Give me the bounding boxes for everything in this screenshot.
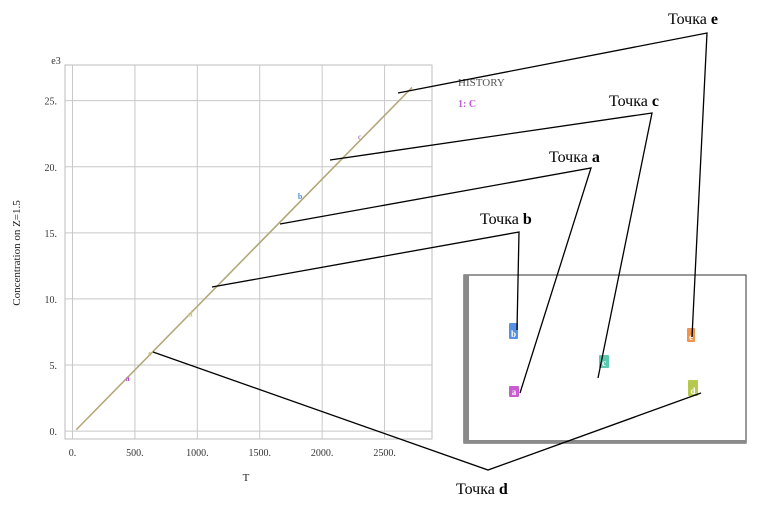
y-tick-label: 15.	[45, 229, 58, 240]
callout-lines	[152, 32, 708, 471]
callout-line-a	[279, 167, 592, 394]
data-point-marker: b	[298, 192, 303, 201]
x-tick-label: 1500.	[248, 448, 271, 459]
y-multiplier-label: e3	[51, 56, 60, 67]
x-tick-label: 2500.	[373, 448, 396, 459]
inset-glyph-mark	[509, 386, 519, 397]
legend-item: 1: C	[458, 99, 476, 110]
callout-label-d: Точка d	[456, 481, 508, 498]
inset-glyph-mark	[509, 323, 518, 339]
legend-title: HISTORY	[458, 77, 505, 89]
callout-label-b: Точка b	[480, 211, 532, 228]
x-tick-label: 500.	[126, 448, 144, 459]
series-line	[75, 86, 413, 431]
y-tick-label: 20.	[45, 163, 58, 174]
callout-label-e: Точка e	[668, 11, 718, 28]
x-tick-label: 2000.	[311, 448, 334, 459]
x-axis-title: T	[243, 472, 250, 484]
tick-layer: 0. 500. 1000. 1500. 2000. 2500. 0. 5. 10. 15. 20. 2…	[45, 97, 396, 459]
x-tick-label: 0.	[69, 448, 77, 459]
marker-layer: a c d b c	[126, 132, 362, 383]
callout-line-b	[211, 231, 520, 331]
callout-label-c: Точка c	[609, 93, 659, 110]
inset-panel-left-edge	[464, 275, 469, 443]
x-tick-label: 1000.	[186, 448, 209, 459]
y-tick-label: 0.	[50, 427, 58, 438]
y-tick-label: 25.	[45, 97, 58, 108]
callout-line-e	[397, 32, 708, 338]
series-layer	[75, 86, 413, 431]
y-axis-title: Concentration on Z=1.5	[11, 200, 23, 306]
data-point-marker: a	[126, 374, 130, 383]
plot-area	[64, 64, 433, 440]
inset-glyph-letter: a	[512, 387, 517, 397]
inset-glyphs: b a c e d	[509, 323, 698, 397]
inset-glyph-mark	[688, 380, 698, 396]
inset-glyph-letter: b	[511, 329, 516, 339]
callout-line-d	[152, 351, 702, 471]
inset-panel-bottom-edge	[464, 440, 746, 443]
data-point-marker: d	[188, 309, 193, 318]
callout-label-a: Точка a	[549, 149, 600, 166]
y-tick-label: 10.	[45, 295, 58, 306]
y-tick-label: 5.	[50, 361, 58, 372]
inset-glyph-letter: c	[602, 358, 606, 368]
grid-layer	[65, 65, 432, 439]
inset-glyph-letter: d	[690, 386, 695, 396]
data-point-marker: c	[148, 349, 152, 358]
callout-line-c	[329, 112, 653, 379]
inset-glyph-letter: e	[689, 332, 693, 342]
inset-glyph-mark	[687, 328, 695, 342]
data-point-marker: c	[358, 132, 362, 141]
